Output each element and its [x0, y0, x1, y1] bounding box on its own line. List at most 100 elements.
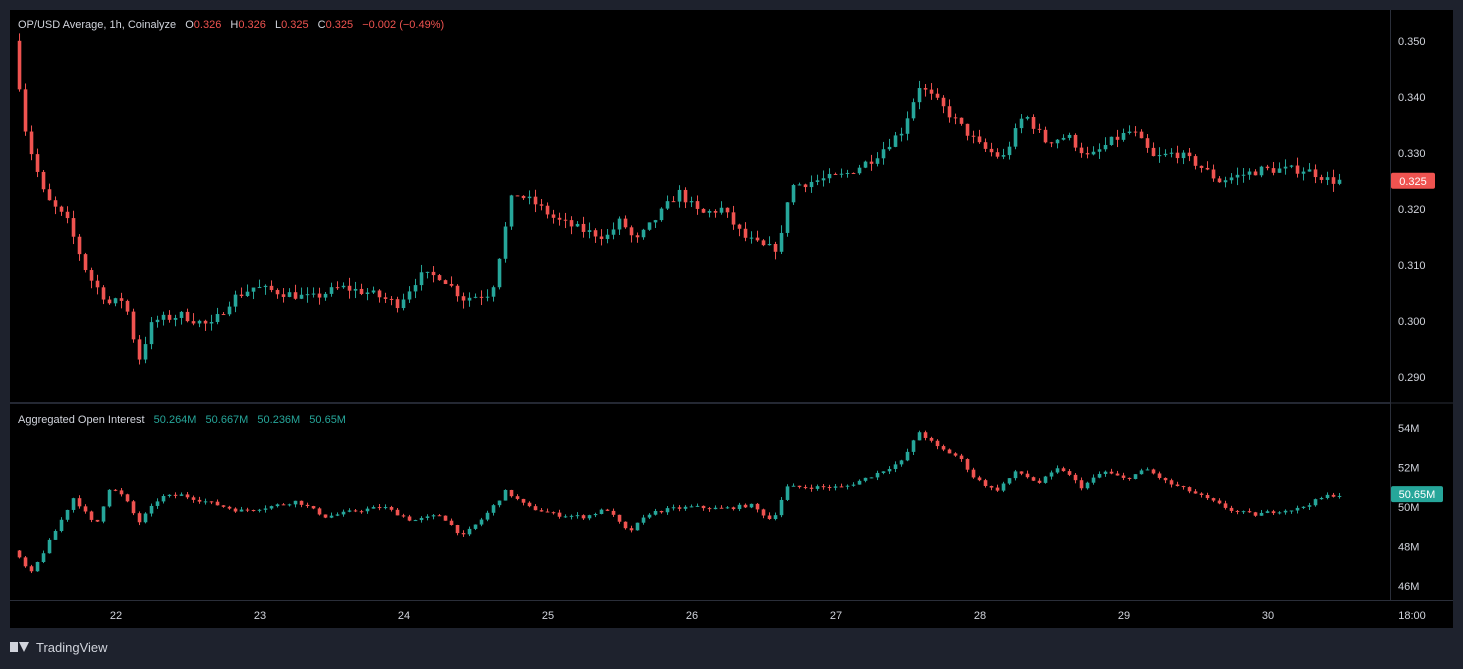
oi-candle — [257, 508, 262, 513]
price-candle-body — [101, 287, 106, 300]
price-candle-body — [923, 88, 928, 90]
price-candle-body — [1295, 165, 1300, 174]
price-candle — [941, 95, 946, 114]
price-candle — [1193, 154, 1198, 170]
oi-candle — [1127, 477, 1132, 481]
oi-candle-body — [1289, 510, 1294, 512]
price-candle-body — [599, 236, 604, 239]
price-candle — [257, 279, 262, 289]
price-candle-body — [89, 270, 94, 281]
oi-candle — [923, 430, 928, 441]
oi-candle — [917, 430, 922, 441]
symbol-label[interactable]: OP/USD Average, 1h, Coinalyze — [18, 19, 176, 31]
oi-candle — [1139, 468, 1144, 475]
oi-candle-body — [821, 486, 826, 488]
oi-label[interactable]: Aggregated Open Interest — [18, 414, 145, 426]
price-candle — [923, 84, 928, 97]
oi-candle-body — [425, 516, 430, 518]
price-candle-body — [395, 299, 400, 309]
oi-candle-body — [215, 501, 220, 506]
oi-candle — [671, 504, 676, 511]
oi-candle-body — [179, 494, 184, 496]
oi-candle-body — [53, 531, 58, 540]
price-candle-body — [785, 202, 790, 233]
oi-candle — [911, 439, 916, 456]
oi-candle-body — [881, 471, 886, 473]
oi-candle-body — [281, 504, 286, 506]
oi-candle — [611, 508, 616, 517]
oi-candle-body — [911, 440, 916, 452]
price-axis-ticks[interactable]: 0.350 0.340 0.330 0.320 0.310 0.300 0.290 — [1398, 36, 1426, 384]
price-candle-body — [779, 232, 784, 252]
price-candle — [629, 225, 634, 243]
oi-candle-body — [353, 510, 358, 512]
oi-candle-body — [1313, 499, 1318, 506]
low-key: L — [275, 19, 281, 31]
oi-candle-body — [1163, 477, 1168, 481]
price-candle-body — [863, 161, 868, 168]
oi-candle — [1241, 510, 1246, 515]
oi-axis-ticks[interactable]: 54M 52M 50M 48M 46M — [1398, 423, 1419, 593]
price-candle-body — [665, 201, 670, 209]
oi-candle-body — [1031, 477, 1036, 481]
price-candle — [503, 222, 508, 263]
price-candle — [431, 266, 436, 283]
price-candle — [983, 138, 988, 152]
price-candle-body — [401, 299, 406, 309]
oi-candle-body — [869, 477, 874, 479]
price-candle-body — [161, 314, 166, 320]
price-candle — [1199, 165, 1204, 173]
oi-candle-body — [797, 485, 802, 488]
price-candle-body — [1193, 156, 1198, 166]
oi-candle — [167, 494, 172, 498]
oi-candle-body — [125, 494, 130, 502]
price-candle — [845, 169, 850, 178]
oi-candle — [137, 511, 142, 526]
oi-candle-body — [563, 516, 568, 518]
oi-open-value: 50.264M — [154, 414, 197, 426]
price-candle-body — [23, 89, 28, 132]
oi-candle — [1037, 478, 1042, 484]
oi-candle-body — [695, 505, 700, 507]
price-candle-body — [107, 299, 112, 304]
price-candle-body — [953, 117, 958, 119]
oi-candle — [995, 484, 1000, 492]
oi-candle — [1013, 469, 1018, 481]
price-candle — [899, 127, 904, 142]
price-candle-body — [125, 300, 130, 312]
oi-candle-body — [407, 516, 412, 521]
price-candle — [1223, 176, 1228, 188]
price-candle-body — [503, 226, 508, 259]
close-key: C — [318, 19, 326, 31]
oi-candle — [773, 512, 778, 521]
oi-candle — [23, 556, 28, 568]
oi-candle-body — [749, 503, 754, 508]
price-candle-body — [251, 287, 256, 292]
footer-brand[interactable]: TradingView — [10, 636, 108, 658]
oi-candle-body — [527, 502, 532, 507]
oi-candle — [119, 487, 124, 497]
oi-candle-body — [1019, 471, 1024, 474]
price-candle — [83, 252, 88, 273]
oi-candle — [1163, 477, 1168, 484]
price-candle — [1271, 161, 1276, 176]
time-tick-label: 29 — [1118, 610, 1130, 622]
price-legend[interactable]: OP/USD Average, 1h, Coinalyze O0.326 H0.… — [18, 19, 444, 31]
price-candle-body — [35, 154, 40, 172]
oi-legend[interactable]: Aggregated Open Interest 50.264M 50.667M… — [18, 414, 346, 426]
oi-candle-body — [173, 494, 178, 496]
oi-candle — [893, 461, 898, 473]
time-axis-background — [10, 601, 1453, 628]
price-candle-body — [359, 288, 364, 294]
oi-candle-body — [863, 477, 868, 481]
time-axis-ticks[interactable]: 22 23 24 25 26 27 28 29 30 18:00 — [110, 610, 1426, 622]
time-tick-label: 18:00 — [1398, 610, 1426, 622]
price-candle-body — [1085, 153, 1090, 155]
oi-candle — [227, 505, 232, 510]
price-candle-body — [1079, 147, 1084, 154]
oi-candle — [113, 489, 118, 492]
oi-candle-body — [101, 506, 106, 522]
price-candle-body — [509, 195, 514, 227]
